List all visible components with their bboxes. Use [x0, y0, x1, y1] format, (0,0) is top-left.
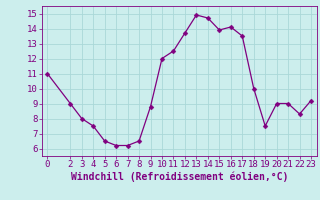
X-axis label: Windchill (Refroidissement éolien,°C): Windchill (Refroidissement éolien,°C)	[70, 172, 288, 182]
